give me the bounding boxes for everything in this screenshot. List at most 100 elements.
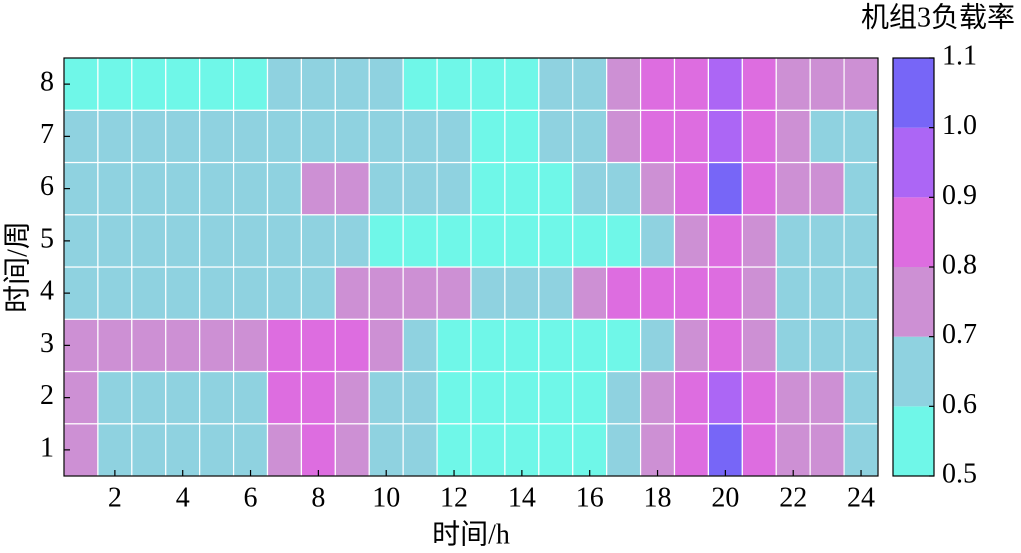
heat-cell: [470, 318, 506, 373]
heat-cell: [809, 161, 845, 216]
heat-cell: [199, 57, 235, 111]
heat-cell: [504, 57, 540, 111]
heat-cell: [538, 161, 574, 216]
heat-cell: [199, 109, 235, 164]
heat-cell: [97, 423, 133, 477]
heat-cell: [707, 57, 743, 111]
heat-cell: [165, 57, 201, 111]
heat-cell: [368, 370, 404, 425]
heat-cell: [673, 266, 710, 320]
heat-cell: [368, 214, 404, 268]
heat-cell: [300, 423, 336, 477]
heat-cell: [266, 214, 303, 268]
heat-cell: [775, 214, 811, 268]
heat-cell: [470, 423, 506, 477]
heat-cell: [334, 318, 370, 373]
x-tick-label: 14: [508, 482, 536, 513]
heat-cell: [741, 266, 777, 320]
heat-cell: [809, 57, 845, 111]
heat-cell: [639, 161, 676, 216]
heat-cell: [232, 57, 269, 111]
heat-cell: [741, 109, 777, 164]
heat-cell: [843, 109, 879, 164]
heat-cell: [775, 266, 811, 320]
colorbar-tick-label: 0.8: [942, 249, 977, 280]
heat-cell: [436, 214, 472, 268]
heat-cell: [572, 161, 608, 216]
heat-cell: [809, 318, 845, 373]
heat-cell: [300, 161, 336, 216]
heat-cell: [266, 109, 303, 164]
heat-cell: [368, 423, 404, 477]
heat-cell: [538, 57, 574, 111]
heat-cell: [232, 109, 269, 164]
heat-cell: [572, 423, 608, 477]
heat-cell: [199, 266, 235, 320]
heat-cell: [606, 266, 642, 320]
heat-cell: [165, 214, 201, 268]
colorbar-segment: [893, 336, 934, 407]
heat-cell: [538, 423, 574, 477]
colorbar-tick-label: 0.9: [942, 180, 977, 211]
x-tick-label: 4: [176, 482, 190, 513]
x-axis-label: 时间/h: [432, 518, 510, 550]
heat-cell: [572, 57, 608, 111]
heat-cell: [97, 109, 133, 164]
y-axis-label: 时间/周: [1, 221, 33, 313]
heat-cell: [843, 161, 879, 216]
heat-cell: [470, 214, 506, 268]
heat-cell: [131, 214, 167, 268]
heat-cell: [97, 266, 133, 320]
heat-cell: [639, 423, 676, 477]
heat-cell: [673, 318, 710, 373]
heat-cell: [639, 214, 676, 268]
heat-cell: [368, 266, 404, 320]
heat-cell: [504, 370, 540, 425]
heat-cell: [436, 318, 472, 373]
heat-cell: [606, 57, 642, 111]
heat-cell: [504, 423, 540, 477]
heat-cell: [606, 161, 642, 216]
heat-cell: [572, 109, 608, 164]
heat-cell: [300, 266, 336, 320]
heat-cell: [232, 161, 269, 216]
heat-cell: [334, 370, 370, 425]
heat-cell: [470, 266, 506, 320]
heat-cell: [606, 423, 642, 477]
heat-cell: [266, 57, 303, 111]
heat-cell: [266, 318, 303, 373]
colorbar-tick-label: 0.7: [942, 319, 977, 350]
y-tick-label: 7: [40, 119, 54, 150]
heat-cell: [809, 266, 845, 320]
heat-cell: [572, 318, 608, 373]
y-tick-label: 8: [40, 67, 54, 98]
heat-cell: [165, 161, 201, 216]
heat-cell: [436, 161, 472, 216]
colorbar-segment: [893, 406, 934, 476]
heat-cell: [707, 161, 743, 216]
x-tick-label: 20: [711, 482, 739, 513]
heat-cell: [775, 370, 811, 425]
heat-cell: [775, 161, 811, 216]
y-tick-label: 6: [40, 171, 54, 202]
heat-cell: [97, 57, 133, 111]
heat-cell: [538, 318, 574, 373]
heat-cell: [266, 423, 303, 477]
x-tick-label: 16: [576, 482, 604, 513]
heat-cell: [165, 318, 201, 373]
x-tick-label: 12: [440, 482, 468, 513]
heat-cell: [402, 370, 438, 425]
heat-cell: [538, 370, 574, 425]
heat-cell: [97, 161, 133, 216]
heat-cell: [572, 214, 608, 268]
heat-cell: [436, 57, 472, 111]
heat-cell: [402, 423, 438, 477]
x-tick-label: 18: [644, 482, 672, 513]
heat-cell: [639, 266, 676, 320]
heat-cell: [673, 109, 710, 164]
heat-cell: [165, 423, 201, 477]
heat-cell: [809, 423, 845, 477]
heat-cell: [300, 370, 336, 425]
heat-cell: [436, 109, 472, 164]
